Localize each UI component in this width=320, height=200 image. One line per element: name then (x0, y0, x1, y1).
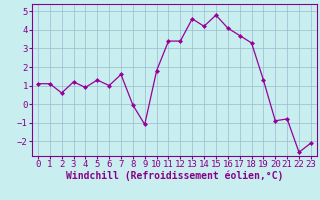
X-axis label: Windchill (Refroidissement éolien,°C): Windchill (Refroidissement éolien,°C) (66, 171, 283, 181)
